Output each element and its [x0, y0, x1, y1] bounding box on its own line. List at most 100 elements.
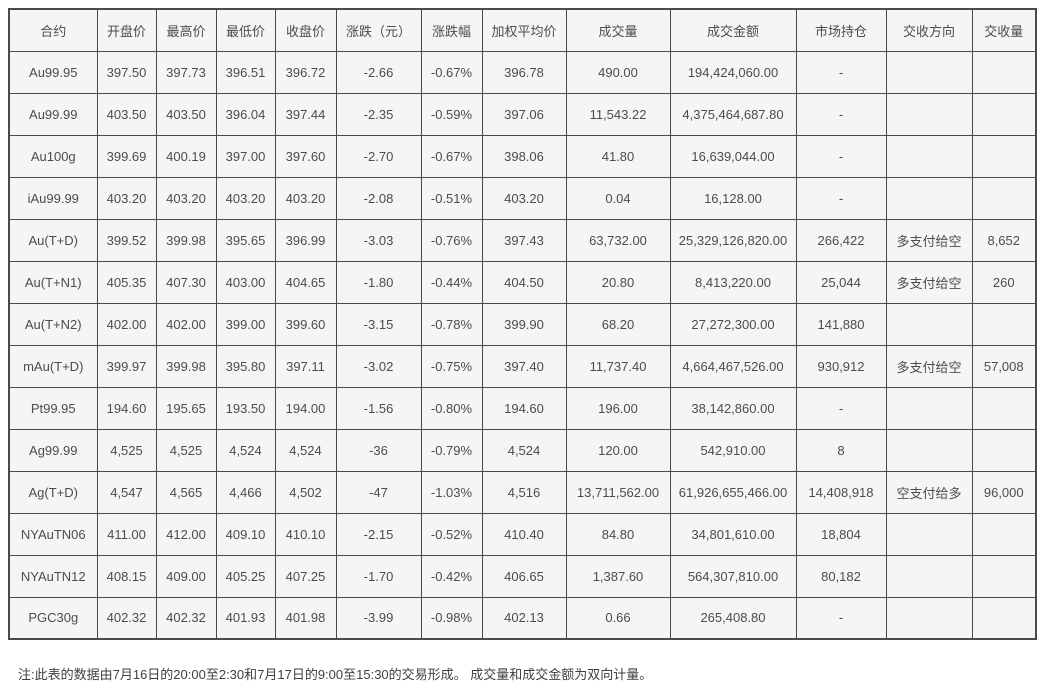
column-header: 加权平均价 [481, 8, 567, 52]
table-cell: 401.98 [274, 596, 337, 640]
table-cell: 80,182 [795, 554, 887, 598]
table-cell: 4,524 [481, 428, 567, 472]
table-cell: 402.32 [155, 596, 217, 640]
table-cell: 4,565 [155, 470, 217, 514]
table-cell: 397.06 [481, 92, 567, 136]
table-cell: -36 [335, 428, 422, 472]
table-cell: 84.80 [565, 512, 671, 556]
table-cell [971, 554, 1037, 598]
table-row: Au99.99 403.50 403.50 396.04 397.44 -2.35 -0.5… [8, 92, 1037, 136]
table-cell: 4,524 [215, 428, 276, 472]
table-cell: 194,424,060.00 [669, 50, 797, 94]
table-cell: 409.00 [155, 554, 217, 598]
table-cell: 63,732.00 [565, 218, 671, 262]
contract-name-cell: Au(T+D) [8, 218, 98, 262]
table-row: NYAuTN12 408.15 409.00 405.25 407.25 -1.70 -0.… [8, 554, 1037, 598]
table-cell: -2.70 [335, 134, 422, 178]
table-cell: -0.75% [420, 344, 483, 388]
table-cell: 25,044 [795, 260, 887, 304]
table-cell: 4,525 [96, 428, 157, 472]
table-cell: 193.50 [215, 386, 276, 430]
column-header: 开盘价 [96, 8, 157, 52]
column-header: 最高价 [155, 8, 217, 52]
table-cell: 410.40 [481, 512, 567, 556]
table-cell: -2.66 [335, 50, 422, 94]
table-cell [885, 554, 973, 598]
column-header: 涨跌幅 [420, 8, 483, 52]
table-cell: 542,910.00 [669, 428, 797, 472]
table-cell: 20.80 [565, 260, 671, 304]
table-cell: 930,912 [795, 344, 887, 388]
table-cell: 41.80 [565, 134, 671, 178]
table-cell: -0.78% [420, 302, 483, 346]
table-cell: 397.50 [96, 50, 157, 94]
table-cell [885, 176, 973, 220]
table-cell: 68.20 [565, 302, 671, 346]
table-cell [885, 134, 973, 178]
table-cell [971, 176, 1037, 220]
table-cell: 18,804 [795, 512, 887, 556]
table-cell: 1,387.60 [565, 554, 671, 598]
table-row: Ag99.99 4,525 4,525 4,524 4,524 -36 -0.79% 4,52… [8, 428, 1037, 472]
table-cell: -3.15 [335, 302, 422, 346]
contract-name-cell: Ag99.99 [8, 428, 98, 472]
table-cell: - [795, 134, 887, 178]
table-cell: 403.20 [215, 176, 276, 220]
table-cell: 196.00 [565, 386, 671, 430]
table-cell: 399.60 [274, 302, 337, 346]
table-row: Au(T+D) 399.52 399.98 395.65 396.99 -3.03 -0.7… [8, 218, 1037, 262]
table-cell: -3.03 [335, 218, 422, 262]
column-header: 成交金额 [669, 8, 797, 52]
table-cell [885, 302, 973, 346]
table-cell: 13,711,562.00 [565, 470, 671, 514]
table-cell: -0.67% [420, 134, 483, 178]
contract-name-cell: Pt99.95 [8, 386, 98, 430]
table-cell: 57,008 [971, 344, 1037, 388]
table-cell: 402.00 [155, 302, 217, 346]
table-row: Au(T+N1) 405.35 407.30 403.00 404.65 -1.80 -0.… [8, 260, 1037, 304]
table-cell: -1.70 [335, 554, 422, 598]
table-cell: 397.40 [481, 344, 567, 388]
contract-name-cell: Au99.99 [8, 92, 98, 136]
table-row: Au(T+N2) 402.00 402.00 399.00 399.60 -3.15 -0.… [8, 302, 1037, 346]
table-cell: 395.65 [215, 218, 276, 262]
table-cell: 399.69 [96, 134, 157, 178]
table-cell [885, 386, 973, 430]
table-cell: 399.52 [96, 218, 157, 262]
table-cell: - [795, 176, 887, 220]
table-cell: 397.11 [274, 344, 337, 388]
contract-name-cell: Au99.95 [8, 50, 98, 94]
table-cell: 260 [971, 260, 1037, 304]
table-cell: 194.60 [96, 386, 157, 430]
column-header: 市场持仓 [795, 8, 887, 52]
table-cell: 399.90 [481, 302, 567, 346]
table-cell: -0.67% [420, 50, 483, 94]
table-cell: 403.20 [481, 176, 567, 220]
table-cell: -2.15 [335, 512, 422, 556]
table-cell: 4,525 [155, 428, 217, 472]
table-cell: -0.76% [420, 218, 483, 262]
table-cell: 4,502 [274, 470, 337, 514]
table-cell [885, 596, 973, 640]
table-cell [971, 302, 1037, 346]
table-cell: 410.10 [274, 512, 337, 556]
table-cell: - [795, 50, 887, 94]
table-cell: -0.79% [420, 428, 483, 472]
table-cell: -0.98% [420, 596, 483, 640]
table-cell [971, 134, 1037, 178]
table-cell: - [795, 386, 887, 430]
table-cell: 399.98 [155, 218, 217, 262]
table-row: mAu(T+D) 399.97 399.98 395.80 397.11 -3.02 -0.… [8, 344, 1037, 388]
table-cell: 4,375,464,687.80 [669, 92, 797, 136]
table-row: Au100g 399.69 400.19 397.00 397.60 -2.70 -0.67… [8, 134, 1037, 178]
table-cell: 195.65 [155, 386, 217, 430]
table-row: iAu99.99 403.20 403.20 403.20 403.20 -2.08 -0.… [8, 176, 1037, 220]
table-cell: 4,466 [215, 470, 276, 514]
table-cell: 38,142,860.00 [669, 386, 797, 430]
table-cell: -1.56 [335, 386, 422, 430]
table-cell [971, 50, 1037, 94]
contract-name-cell: NYAuTN06 [8, 512, 98, 556]
table-cell: -2.35 [335, 92, 422, 136]
table-cell: -3.02 [335, 344, 422, 388]
table-cell: 25,329,126,820.00 [669, 218, 797, 262]
